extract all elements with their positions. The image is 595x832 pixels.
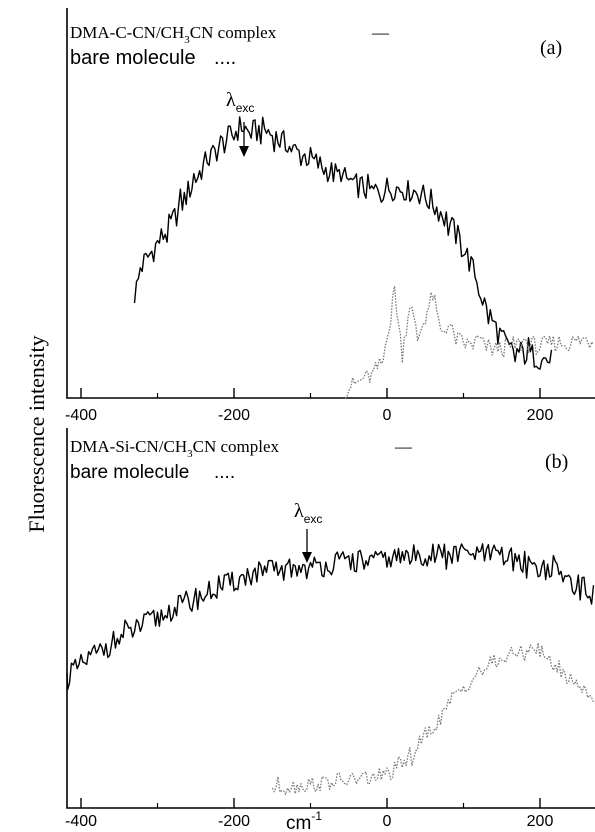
panel-a-lambda-sub: exc xyxy=(236,101,255,115)
panel-a-tick-label-2: 0 xyxy=(383,407,392,424)
panel-b-lambda-symbol: λ xyxy=(294,500,304,522)
panel-a-tick-label-1: -200 xyxy=(218,407,250,424)
panel-a-tick-label-0: -400 xyxy=(65,407,97,424)
panel-b-series-bare-molecule xyxy=(272,643,593,795)
panel-b-series xyxy=(67,544,594,795)
panel-b-lambda-exc: λexc xyxy=(294,500,322,526)
panel-b-tick-label-2: 0 xyxy=(383,813,392,830)
panel-b-legend-bare: bare molecule xyxy=(70,462,189,483)
panel-b-lambda-sub: exc xyxy=(304,512,323,526)
panel-a: -400 -200 0 200 DMA-C-CN/CH3CN complex — ba… xyxy=(65,8,595,424)
panel-b-tick-label-1: -200 xyxy=(218,813,250,830)
panel-a-legend-complex: DMA-C-CN/CH3CN complex xyxy=(70,23,277,46)
panel-a-lambda-symbol: λ xyxy=(226,89,236,111)
panel-b-legend-complex: DMA-Si-CN/CH3CN complex xyxy=(70,437,280,460)
panel-b-tick-label-3: 200 xyxy=(527,813,554,830)
panel-a-legend-complex-prefix: DMA-C-CN/CH xyxy=(70,23,184,42)
panel-a-legend-bare: bare molecule xyxy=(70,47,196,69)
panel-a-series-complex xyxy=(135,117,552,369)
panel-a-legend-bare-marker: .... xyxy=(214,47,236,69)
panel-b-x-ticks xyxy=(81,798,540,808)
panel-b-legend-bare-marker: .... xyxy=(214,462,235,483)
panel-a-legend-complex-suffix: CN complex xyxy=(190,23,277,42)
panel-b-exc-arrow xyxy=(302,529,312,563)
panel-b-frame xyxy=(67,428,595,808)
panel-a-x-ticks xyxy=(81,388,540,398)
panel-a-tick-label-3: 200 xyxy=(527,407,554,424)
x-axis-label: cm-1 xyxy=(286,809,322,832)
panel-a-series xyxy=(135,117,594,398)
panel-b-series-complex xyxy=(67,544,594,690)
panel-b-tick-label-0: -400 xyxy=(65,813,97,830)
panel-a-label: (a) xyxy=(540,37,562,59)
x-axis-label-unit: cm xyxy=(286,813,311,832)
panel-b-legend-complex-marker: — xyxy=(394,437,413,456)
panel-a-series-bare-molecule xyxy=(345,286,594,398)
panel-a-tick-labels: -400 -200 0 200 xyxy=(65,407,553,424)
y-axis-label: Fluorescence intensity xyxy=(24,335,49,532)
panel-b-legend-complex-suffix: CN complex xyxy=(193,437,280,456)
panel-b-label: (b) xyxy=(545,451,568,473)
x-axis-label-sup: -1 xyxy=(311,809,322,823)
panel-a-lambda-exc: λexc xyxy=(226,89,254,115)
panel-a-legend-complex-marker: — xyxy=(371,23,390,42)
panel-b: -400 -200 0 200 DMA-Si-CN/CH3CN complex — b… xyxy=(65,428,595,830)
panel-b-legend-complex-prefix: DMA-Si-CN/CH xyxy=(70,437,187,456)
